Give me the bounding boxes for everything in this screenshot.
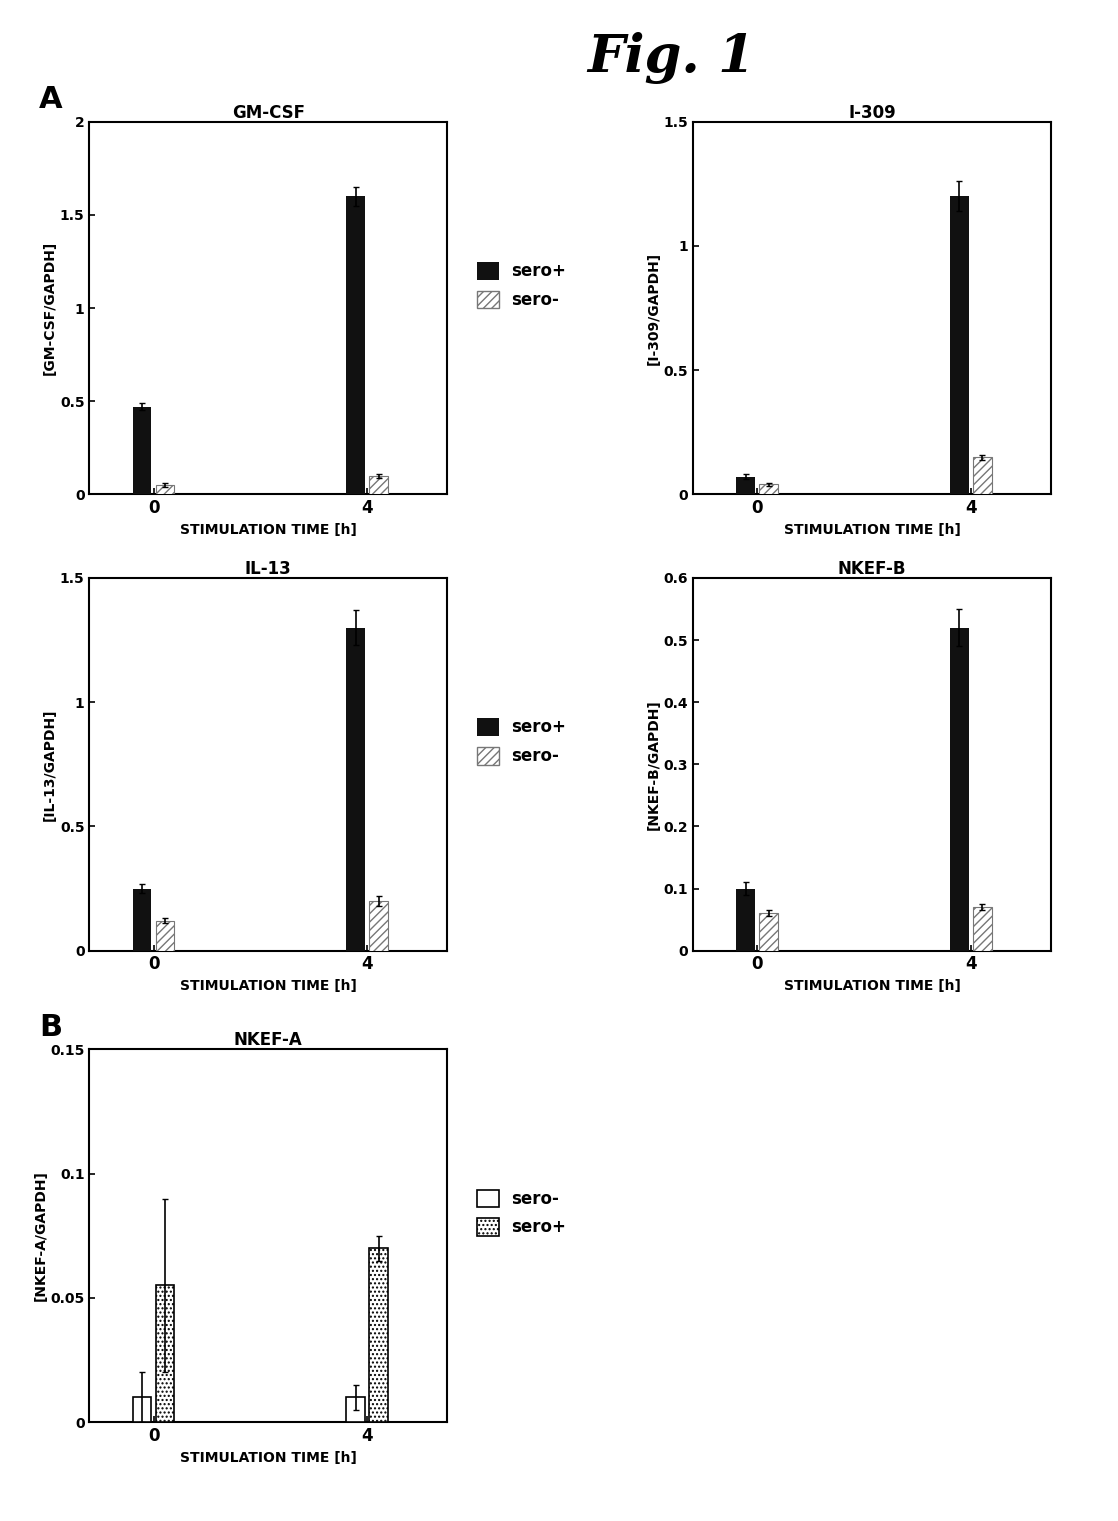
Title: NKEF-B: NKEF-B bbox=[837, 560, 907, 578]
Title: I-309: I-309 bbox=[849, 103, 896, 122]
Bar bbox=[737, 888, 755, 951]
Bar bbox=[155, 485, 174, 494]
Text: B: B bbox=[39, 1013, 63, 1042]
X-axis label: STIMULATION TIME [h]: STIMULATION TIME [h] bbox=[784, 523, 960, 537]
Bar bbox=[973, 456, 992, 494]
Bar bbox=[759, 484, 778, 494]
Y-axis label: [IL-13/GAPDH]: [IL-13/GAPDH] bbox=[44, 709, 57, 820]
Bar bbox=[369, 900, 388, 951]
X-axis label: STIMULATION TIME [h]: STIMULATION TIME [h] bbox=[180, 523, 357, 537]
Legend: sero+, sero-: sero+, sero- bbox=[477, 718, 566, 765]
Bar bbox=[950, 196, 968, 494]
Bar bbox=[973, 907, 992, 951]
Bar bbox=[133, 406, 151, 494]
Y-axis label: [I-309/GAPDH]: [I-309/GAPDH] bbox=[647, 251, 661, 365]
Legend: sero-, sero+: sero-, sero+ bbox=[477, 1189, 566, 1237]
Title: NKEF-A: NKEF-A bbox=[234, 1031, 303, 1049]
Bar bbox=[133, 1398, 151, 1422]
Bar bbox=[155, 1285, 174, 1422]
Text: Fig. 1: Fig. 1 bbox=[587, 32, 755, 84]
Bar bbox=[950, 628, 968, 951]
Y-axis label: [GM-CSF/GAPDH]: [GM-CSF/GAPDH] bbox=[44, 240, 57, 376]
Bar bbox=[737, 478, 755, 494]
Bar bbox=[347, 628, 364, 951]
Text: A: A bbox=[39, 85, 63, 114]
Y-axis label: [NKEF-A/GAPDH]: [NKEF-A/GAPDH] bbox=[34, 1170, 47, 1302]
Bar bbox=[347, 196, 364, 494]
Y-axis label: [NKEF-B/GAPDH]: [NKEF-B/GAPDH] bbox=[647, 700, 661, 829]
X-axis label: STIMULATION TIME [h]: STIMULATION TIME [h] bbox=[784, 980, 960, 993]
Bar bbox=[759, 913, 778, 951]
Bar bbox=[369, 476, 388, 494]
Legend: sero+, sero-: sero+, sero- bbox=[477, 262, 566, 309]
Title: GM-CSF: GM-CSF bbox=[231, 103, 305, 122]
X-axis label: STIMULATION TIME [h]: STIMULATION TIME [h] bbox=[180, 980, 357, 993]
Bar bbox=[347, 1398, 364, 1422]
Bar bbox=[369, 1249, 388, 1422]
Bar bbox=[155, 920, 174, 951]
X-axis label: STIMULATION TIME [h]: STIMULATION TIME [h] bbox=[180, 1451, 357, 1465]
Bar bbox=[133, 888, 151, 951]
Title: IL-13: IL-13 bbox=[245, 560, 292, 578]
